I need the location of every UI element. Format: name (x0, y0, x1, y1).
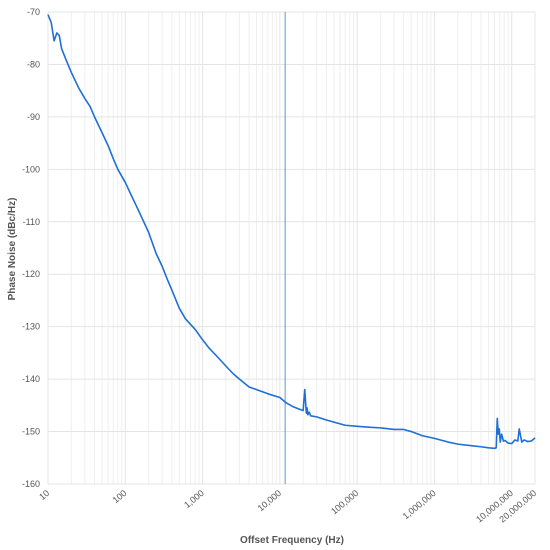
series-line (47, 14, 536, 450)
y-tick-label: -120 (22, 269, 40, 279)
x-tick-label: 10,000 (256, 488, 284, 513)
y-tick-label: -150 (22, 427, 40, 437)
y-axis-title: Phase Noise (dBc/Hz) (7, 198, 18, 301)
y-tick-label: -100 (22, 164, 40, 174)
y-tick-label: -160 (22, 479, 40, 489)
y-tick-label: -80 (27, 59, 40, 69)
y-tick-label: -70 (27, 7, 40, 17)
y-tick-label: -90 (27, 112, 40, 122)
x-tick-label: 1,000 (182, 488, 206, 510)
y-tick-label: -140 (22, 374, 40, 384)
x-axis-title: Offset Frequency (Hz) (240, 535, 344, 546)
x-tick-label: 100,000 (329, 488, 360, 517)
y-tick-label: -130 (22, 322, 40, 332)
grid-layer (47, 11, 536, 485)
x-tick-label: 10 (37, 488, 51, 502)
x-tick-label: 100 (111, 488, 129, 505)
x-tick-label: 1,000,000 (401, 488, 438, 521)
y-tick-label: -110 (23, 217, 40, 227)
